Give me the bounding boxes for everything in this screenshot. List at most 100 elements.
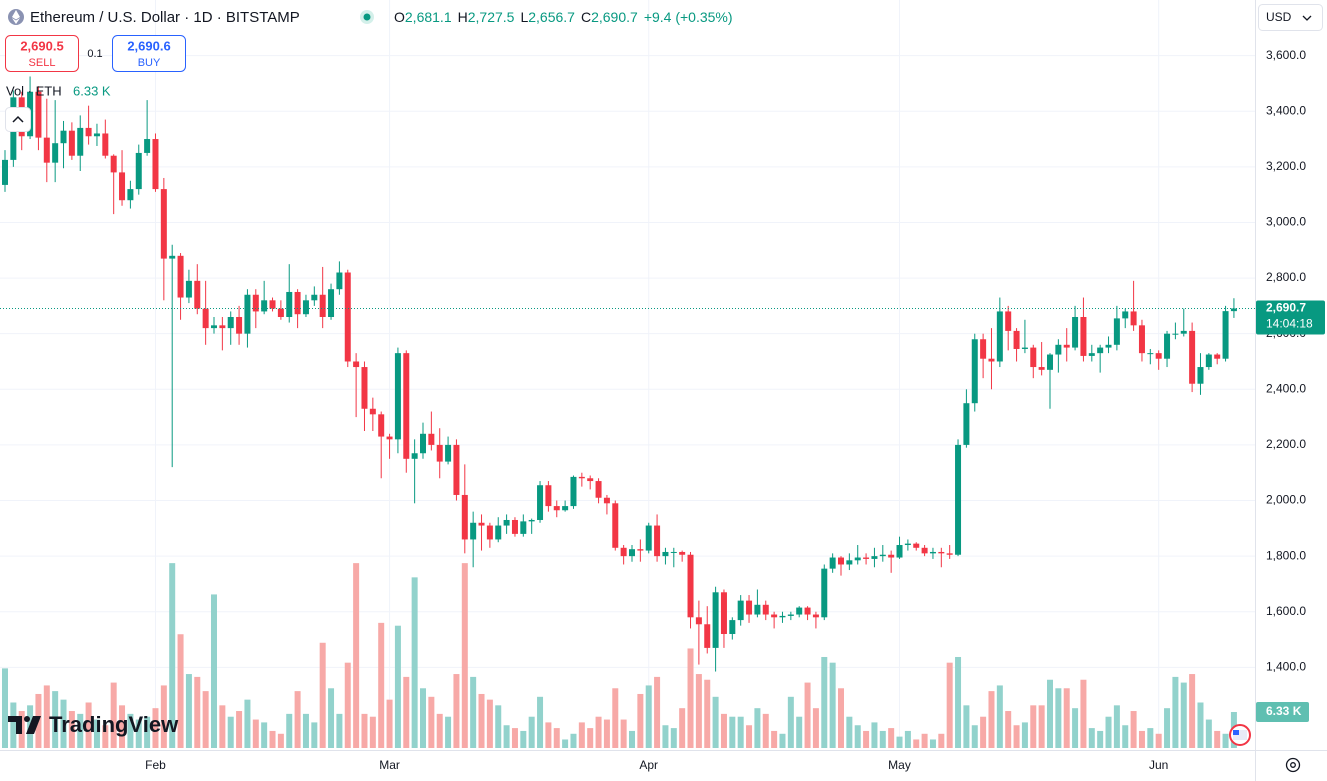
candle-body <box>227 316 234 329</box>
collapse-button-box[interactable] <box>5 107 31 132</box>
volume-bar <box>119 705 126 748</box>
volume-bar <box>1214 730 1221 748</box>
candle-body <box>344 272 351 362</box>
volume-bar <box>503 725 510 748</box>
candle-body <box>612 503 619 548</box>
buy-button[interactable]: 2,690.6 BUY <box>112 35 186 72</box>
candle-body <box>85 127 92 137</box>
volume-bar <box>1130 711 1137 748</box>
volume-bar <box>913 739 920 748</box>
y-tick-label: 2,400.0 <box>1266 381 1306 395</box>
candle-body <box>545 485 552 507</box>
candle-body <box>587 478 594 482</box>
volume-bar <box>812 708 819 748</box>
candle-body <box>453 444 460 495</box>
volume-bar <box>654 676 661 748</box>
volume-bar <box>261 722 268 748</box>
candle-body <box>102 133 109 156</box>
sell-price[interactable]: 2,690.5 <box>20 38 63 53</box>
candle-body <box>43 137 50 163</box>
volume-bar <box>394 625 401 748</box>
candle-body <box>311 294 318 301</box>
volume-bar <box>378 622 385 748</box>
volume-bar <box>980 716 987 748</box>
candle-body <box>729 620 736 634</box>
market-status-dot[interactable] <box>363 13 371 21</box>
candle-body <box>1072 316 1079 348</box>
candle-body <box>913 543 920 548</box>
currency-selector[interactable]: USD <box>1258 4 1323 31</box>
y-tick-label: 3,400.0 <box>1266 103 1306 117</box>
candle-body <box>35 91 42 138</box>
settings-button[interactable] <box>1285 757 1301 773</box>
volume-bar <box>528 716 535 748</box>
candle-body <box>520 521 527 534</box>
volume-bar <box>662 725 669 748</box>
candle-body <box>537 485 544 520</box>
watermark-logo-slant <box>26 716 41 734</box>
buy-price[interactable]: 2,690.6 <box>127 38 170 53</box>
volume-bar <box>854 725 861 748</box>
flag-icon[interactable] <box>1229 724 1251 746</box>
candle-body <box>436 444 443 462</box>
volume-bar <box>411 577 418 748</box>
candle-body <box>1063 344 1070 348</box>
candle-body <box>1130 311 1137 326</box>
watermark-logo-bar <box>8 716 22 734</box>
volume-bar <box>888 728 895 748</box>
volume-bar <box>85 702 92 748</box>
volume-bar <box>670 728 677 748</box>
watermark-logo-dot <box>24 716 30 722</box>
candle-body <box>244 294 251 334</box>
sell-button[interactable]: 2,690.5 SELL <box>5 35 79 72</box>
volume-bar <box>520 730 527 748</box>
volume-bar <box>1005 711 1012 748</box>
volume-bar <box>846 716 853 748</box>
volume-bar <box>1105 716 1112 748</box>
volume-bar <box>879 730 886 748</box>
candle-body <box>403 353 410 459</box>
candle-body <box>252 294 259 312</box>
volume-bar <box>1072 708 1079 748</box>
candle-body <box>996 311 1003 362</box>
candle-body <box>938 551 945 554</box>
sell-label[interactable]: SELL <box>29 57 56 69</box>
candle-body <box>135 152 142 190</box>
currency-box[interactable] <box>1258 4 1323 31</box>
volume-tag <box>1256 701 1309 722</box>
x-tick-label: May <box>888 758 911 772</box>
candle-body <box>378 414 385 437</box>
buy-button-box[interactable] <box>112 35 186 72</box>
volume-bar <box>486 699 493 748</box>
volume-bar <box>996 685 1003 748</box>
grid <box>0 0 1255 748</box>
candle-body <box>720 592 727 634</box>
buy-label[interactable]: BUY <box>138 57 161 69</box>
candle-body <box>1172 333 1179 335</box>
y-tick-label: 1,400.0 <box>1266 660 1306 674</box>
volume-bar <box>52 691 59 748</box>
spread: 0.1 <box>87 48 102 60</box>
volume-bar <box>160 685 167 748</box>
candle-body <box>503 519 510 526</box>
symbol-title[interactable]: Ethereum / U.S. Dollar · 1D · BITSTAMP <box>30 9 300 26</box>
volume-bar <box>946 662 953 748</box>
ohlc-key: H <box>458 9 468 25</box>
volume-bar <box>796 716 803 748</box>
sell-button-box[interactable] <box>5 35 79 72</box>
candle-body <box>1005 311 1012 331</box>
candle-body <box>553 506 560 511</box>
candle-body <box>1155 353 1162 359</box>
settings-gear[interactable] <box>1285 757 1301 773</box>
candle-body <box>804 607 811 615</box>
volume-bar <box>102 725 109 748</box>
volume-bar <box>369 716 376 748</box>
candle-body <box>879 554 886 557</box>
candle-body <box>328 289 335 317</box>
collapse-button[interactable] <box>5 107 31 132</box>
candle-body <box>1122 311 1129 319</box>
candle-body <box>779 615 786 618</box>
volume-bar <box>1038 705 1045 748</box>
currency-label[interactable]: USD <box>1266 10 1292 24</box>
volume-bar <box>955 656 962 748</box>
